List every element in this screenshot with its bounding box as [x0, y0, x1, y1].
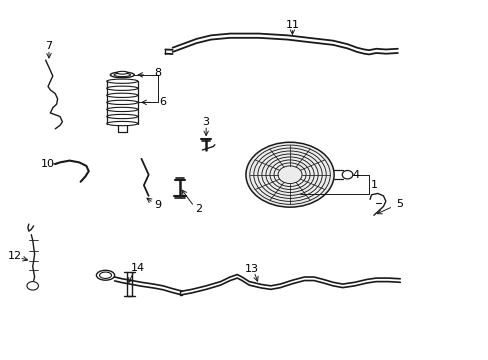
Text: 5: 5: [395, 199, 402, 209]
Text: 6: 6: [159, 98, 166, 107]
Text: 9: 9: [154, 201, 162, 210]
Ellipse shape: [106, 114, 138, 118]
Ellipse shape: [106, 121, 138, 126]
Text: 1: 1: [369, 180, 377, 190]
Circle shape: [245, 142, 333, 207]
Text: 4: 4: [352, 170, 359, 180]
Ellipse shape: [96, 270, 114, 280]
Text: 10: 10: [41, 159, 55, 169]
Ellipse shape: [100, 272, 111, 278]
Ellipse shape: [106, 86, 138, 90]
Text: 13: 13: [244, 264, 259, 274]
Ellipse shape: [110, 72, 134, 78]
Ellipse shape: [117, 71, 127, 74]
Text: 2: 2: [195, 204, 202, 214]
Text: 3: 3: [202, 117, 209, 127]
Ellipse shape: [114, 73, 130, 77]
Text: 8: 8: [154, 68, 162, 78]
Ellipse shape: [342, 171, 352, 179]
Text: 7: 7: [45, 41, 52, 51]
Text: 12: 12: [7, 251, 21, 261]
Ellipse shape: [106, 93, 138, 98]
Circle shape: [27, 282, 39, 290]
Text: 14: 14: [131, 263, 145, 273]
Ellipse shape: [106, 107, 138, 112]
Ellipse shape: [106, 100, 138, 104]
Text: 11: 11: [285, 20, 299, 30]
Ellipse shape: [106, 79, 138, 83]
